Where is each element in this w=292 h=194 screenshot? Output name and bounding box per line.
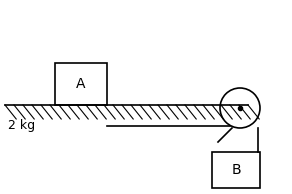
Text: 2 kg: 2 kg xyxy=(8,120,36,133)
Text: B: B xyxy=(231,163,241,177)
Text: A: A xyxy=(76,77,86,91)
Bar xyxy=(55,63,107,105)
Bar xyxy=(212,152,260,188)
